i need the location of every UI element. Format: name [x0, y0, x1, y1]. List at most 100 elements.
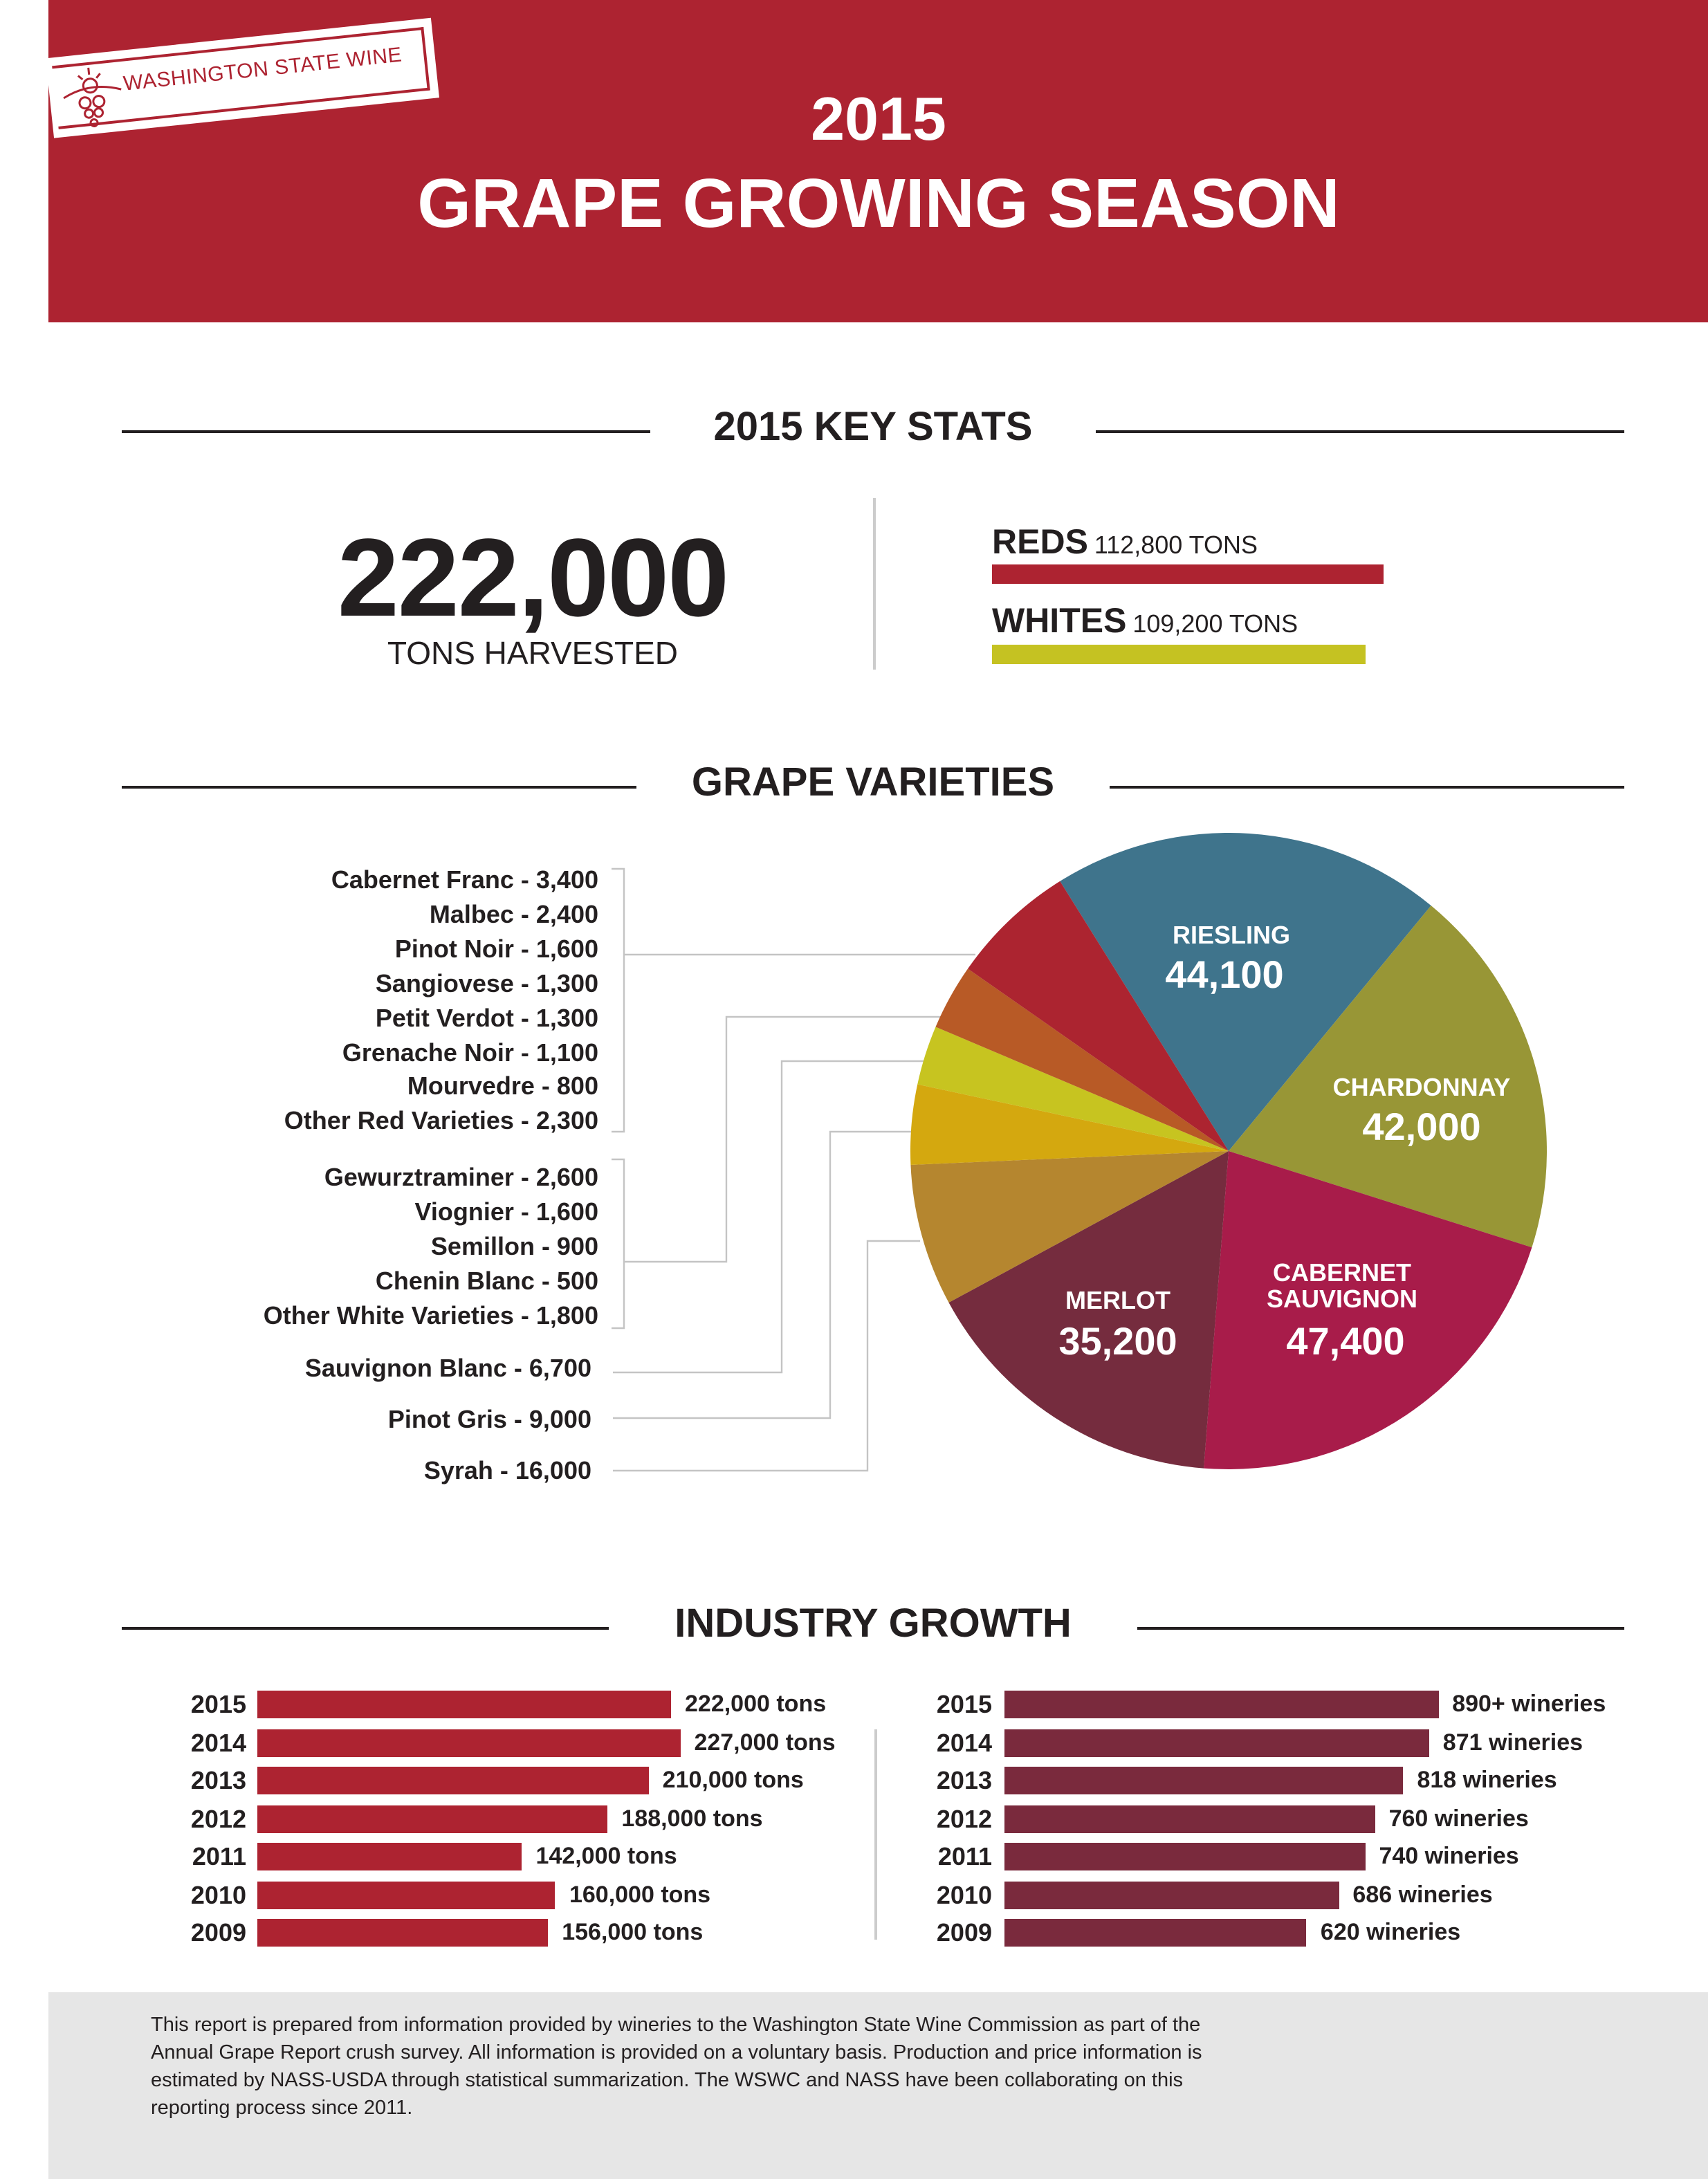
variety-label: Semillon - 900	[430, 1233, 598, 1260]
total-tons: 222,000	[337, 516, 729, 639]
variety-label: Cabernet Franc - 3,400	[331, 866, 598, 894]
washington-state-wine-logo: WASHINGTON STATE WINE	[45, 17, 439, 138]
reds-stat: REDS 112,800 TONS	[992, 523, 1258, 563]
whites-stat: WHITES 109,200 TONS	[992, 602, 1298, 642]
whites-label: WHITES	[992, 602, 1127, 641]
pie-slice-syrah	[910, 1151, 1229, 1303]
cabernet-sauvignon-value: 47,400	[1286, 1320, 1405, 1363]
bar-value-label: 740 wineries	[1379, 1843, 1519, 1869]
bar-2010	[257, 1881, 555, 1909]
bar-value-label: 818 wineries	[1417, 1767, 1557, 1793]
pie-slice-sauvignon-blanc	[917, 1027, 1229, 1151]
bar-value-label: 142,000 tons	[535, 1843, 677, 1869]
chardonnay-label: CHARDONNAY	[1332, 1074, 1511, 1101]
varieties-heading: GRAPE VARIETIES	[122, 758, 1624, 813]
pie-slice-chardonnay	[1229, 905, 1547, 1248]
key-stats-heading: 2015 KEY STATS	[122, 403, 1624, 458]
year-label: 2013	[190, 1767, 246, 1794]
bar-value-label: 156,000 tons	[562, 1919, 704, 1945]
riesling-value: 44,100	[1165, 953, 1284, 996]
variety-label: Mourvedre - 800	[407, 1072, 598, 1101]
bar-value-label: 210,000 tons	[662, 1767, 804, 1793]
growth-title: INDUSTRY GROWTH	[663, 1602, 1083, 1646]
whites-bar	[992, 645, 1366, 664]
total-tons-label: TONS HARVESTED	[387, 635, 679, 671]
variety-label: Malbec - 2,400	[429, 900, 598, 928]
year-label: 2011	[192, 1843, 246, 1870]
year-label: 2011	[937, 1843, 992, 1870]
year-label: 2010	[936, 1881, 992, 1909]
header-title: GRAPE GROWING SEASON	[417, 165, 1340, 242]
year-label: 2014	[936, 1729, 992, 1756]
leader-lines	[612, 867, 975, 1472]
variety-label: Grenache Noir - 1,100	[342, 1038, 598, 1066]
variety-label: Syrah - 16,000	[423, 1457, 591, 1484]
variety-label: Petit Verdot - 1,300	[375, 1004, 598, 1032]
bar-value-label: 890+ wineries	[1452, 1691, 1606, 1717]
merlot-value: 35,200	[1058, 1320, 1177, 1363]
pie-slice-pinot-gris	[910, 1084, 1229, 1165]
reds-label: REDS	[992, 523, 1088, 562]
variety-label: Chenin Blanc - 500	[375, 1267, 598, 1295]
bar-2015	[257, 1691, 671, 1718]
bar-value-label: 686 wineries	[1352, 1881, 1493, 1907]
header-year: 2015	[811, 86, 946, 154]
pie-slice-other-whites	[935, 968, 1229, 1151]
year-label: 2010	[190, 1881, 246, 1909]
key-stats-title: 2015 KEY STATS	[702, 405, 1044, 450]
bar-2009	[1004, 1919, 1307, 1947]
footer: This report is prepared from information…	[48, 1992, 1708, 2179]
riesling-label: RIESLING	[1172, 921, 1290, 949]
bar-value-label: 188,000 tons	[621, 1805, 763, 1831]
grape-sun-icon	[63, 67, 122, 127]
variety-label: Other White Varieties - 1,800	[263, 1302, 598, 1330]
reds-value: 112,800 TONS	[1094, 531, 1258, 559]
bar-value-label: 871 wineries	[1442, 1729, 1583, 1755]
year-label: 2015	[936, 1691, 992, 1718]
variety-label: Viognier - 1,600	[414, 1198, 598, 1226]
year-label: 2009	[190, 1919, 246, 1947]
chardonnay-value: 42,000	[1362, 1105, 1481, 1148]
growth-divider	[874, 1729, 877, 1940]
bar-2009	[257, 1919, 549, 1947]
variety-label: Sauvignon Blanc - 6,700	[304, 1354, 591, 1382]
bar-2012	[1004, 1805, 1375, 1832]
bar-2013	[257, 1767, 649, 1794]
bar-value-label: 760 wineries	[1388, 1805, 1529, 1831]
year-label: 2012	[936, 1805, 992, 1832]
bar-2012	[257, 1805, 608, 1832]
year-label: 2014	[190, 1729, 246, 1756]
footer-disclaimer: This report is prepared from information…	[151, 2014, 1202, 2120]
merlot-label: MERLOT	[1065, 1287, 1170, 1314]
cabernet-sauvignon-label: CABERNET SAUVIGNON	[1266, 1259, 1417, 1313]
year-label: 2012	[190, 1805, 246, 1832]
growth-heading: INDUSTRY GROWTH	[122, 1599, 1624, 1655]
bar-2015	[1004, 1691, 1439, 1718]
year-label: 2015	[190, 1691, 246, 1718]
pie-slice-merlot	[948, 1151, 1229, 1469]
bar-2011	[257, 1843, 522, 1870]
bar-2010	[1004, 1881, 1339, 1909]
bar-value-label: 222,000 tons	[685, 1691, 827, 1717]
bar-2013	[1004, 1767, 1404, 1794]
whites-value: 109,200 TONS	[1132, 610, 1298, 638]
bar-2014	[1004, 1729, 1429, 1756]
bar-value-label: 160,000 tons	[569, 1881, 711, 1907]
pie-slice-other-reds	[968, 881, 1229, 1151]
bar-2014	[257, 1729, 681, 1756]
year-label: 2013	[936, 1767, 992, 1794]
pie-slice-cabernet-sauvignon	[1204, 1151, 1532, 1469]
variety-label: Other Red Varieties - 2,300	[284, 1107, 598, 1135]
variety-label: Pinot Gris - 9,000	[387, 1406, 591, 1433]
bar-value-label: 227,000 tons	[694, 1729, 836, 1755]
variety-label: Sangiovese - 1,300	[375, 969, 598, 997]
variety-label: Gewurztraminer - 2,600	[324, 1164, 598, 1191]
bar-2011	[1004, 1843, 1366, 1870]
year-label: 2009	[936, 1919, 992, 1947]
stats-divider	[873, 498, 876, 670]
variety-label: Pinot Noir - 1,600	[394, 935, 598, 963]
bar-value-label: 620 wineries	[1320, 1919, 1461, 1945]
reds-bar	[992, 564, 1384, 584]
pie-slice-riesling	[1060, 833, 1431, 1151]
